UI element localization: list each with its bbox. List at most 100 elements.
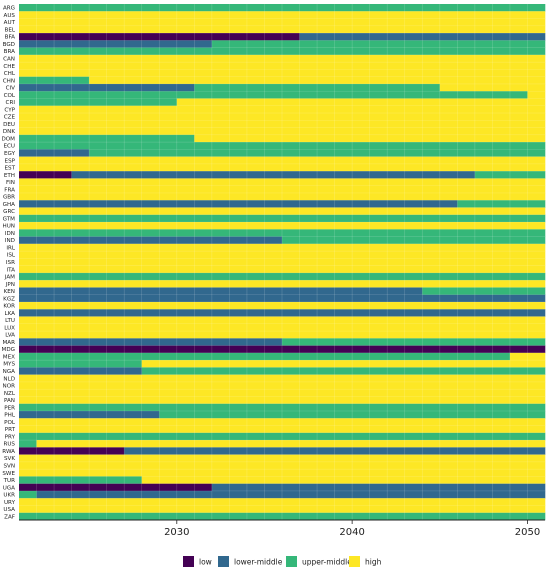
cell-mar-1 (282, 338, 546, 346)
y-label-ind: IND (5, 238, 15, 244)
cell-gbr-0 (19, 192, 546, 201)
cell-per-0 (19, 403, 546, 412)
y-label-tur: TUR (3, 478, 16, 484)
cell-ltu-0 (19, 316, 546, 325)
cell-can-0 (19, 54, 546, 63)
cell-nga-1 (141, 367, 546, 375)
y-label-cyp: CYP (4, 107, 15, 113)
y-label-aut: AUT (4, 20, 16, 26)
cell-hun-0 (19, 222, 546, 230)
y-label-mys: MYS (3, 362, 15, 368)
cell-dom-1 (194, 134, 546, 143)
y-label-nor: NOR (3, 384, 16, 390)
cell-mys-0 (19, 360, 143, 368)
y-label-mar: MAR (2, 340, 15, 346)
y-label-ury: URY (4, 500, 16, 506)
y-label-mex: MEX (3, 354, 15, 360)
cell-cri-0 (19, 98, 178, 107)
y-label-chn: CHN (3, 78, 15, 84)
cell-phl-1 (159, 410, 546, 419)
cell-arg-0 (19, 4, 546, 12)
legend-swatch-high (349, 556, 360, 567)
legend-swatch-low (183, 556, 194, 567)
cell-swe-0 (19, 469, 546, 477)
y-label-fin: FIN (6, 180, 15, 186)
x-axis: 2030 2040 2050 (19, 519, 545, 538)
y-label-can: CAN (3, 57, 15, 63)
y-label-kgz: KGZ (3, 296, 15, 302)
y-label-prt: PRT (5, 427, 16, 433)
y-label-bgd: BGD (3, 42, 15, 48)
y-label-idn: IDN (5, 231, 15, 237)
cell-egy-0 (19, 149, 90, 157)
y-label-nzl: NZL (4, 391, 16, 397)
y-label-ltu: LTU (5, 318, 15, 324)
cell-phl-0 (19, 410, 160, 419)
cell-pan-0 (19, 396, 546, 405)
cell-kgz-0 (19, 294, 546, 303)
cell-bgd-0 (19, 40, 213, 48)
cell-bfa-0 (19, 33, 300, 41)
cell-idn-0 (19, 229, 546, 237)
y-label-gtm: GTM (3, 216, 16, 222)
y-label-usa: USA (3, 507, 15, 513)
y-label-svn: SVN (3, 463, 15, 469)
y-label-egy: EGY (4, 151, 16, 157)
cell-aut-0 (19, 18, 546, 27)
cell-grc-0 (19, 207, 546, 216)
legend-label-upper-middle: upper-middle (302, 558, 352, 567)
cell-tur-1 (141, 476, 546, 484)
cell-dom-0 (19, 134, 195, 143)
cell-svn-0 (19, 461, 546, 470)
y-label-per: PER (4, 405, 15, 411)
x-tick-label-2040: 2040 (339, 527, 364, 538)
cell-usa-0 (19, 505, 546, 514)
y-label-col: COL (4, 93, 16, 99)
y-label-deu: DEU (3, 122, 15, 128)
cell-cri-1 (176, 98, 546, 107)
cell-civ-2 (439, 83, 546, 92)
cell-rwa-0 (19, 447, 125, 455)
legend-swatch-lower-middle (218, 556, 229, 567)
cell-civ-1 (194, 83, 441, 92)
cell-dnk-0 (19, 127, 546, 136)
cell-fra-0 (19, 185, 546, 194)
cell-eth-0 (19, 171, 72, 179)
y-label-swe: SWE (2, 471, 15, 477)
y-label-isl: ISL (7, 253, 16, 259)
cell-bel-0 (19, 25, 546, 34)
cell-uga-0 (19, 483, 213, 492)
y-label-pan: PAN (4, 398, 15, 404)
legend-swatch-upper-middle (286, 556, 297, 567)
y-label-zaf: ZAF (4, 514, 15, 520)
cell-svk-0 (19, 454, 546, 463)
cell-prt-0 (19, 425, 546, 434)
cell-nzl-0 (19, 389, 546, 397)
y-label-cze: CZE (4, 115, 16, 121)
cell-irl-0 (19, 243, 546, 252)
cell-deu-0 (19, 120, 546, 128)
y-label-ita: ITA (7, 267, 16, 273)
y-label-lux: LUX (4, 325, 15, 331)
y-label-gha: GHA (3, 202, 16, 208)
y-label-ecu: ECU (3, 144, 15, 150)
cell-nld-0 (19, 374, 546, 383)
cell-cze-0 (19, 113, 546, 121)
y-label-aus: AUS (4, 13, 16, 19)
cell-mys-1 (141, 360, 546, 368)
cell-mar-0 (19, 338, 283, 346)
cell-mdg-0 (19, 345, 546, 354)
cell-kor-0 (19, 301, 546, 310)
cell-tur-0 (19, 476, 143, 484)
y-label-phl: PHL (4, 413, 16, 419)
cell-ind-1 (282, 236, 546, 245)
cell-rus-1 (36, 440, 546, 448)
y-label-kor: KOR (3, 304, 15, 310)
cell-chn-0 (19, 76, 90, 85)
legend-label-lower-middle: lower-middle (234, 558, 283, 567)
cell-aus-0 (19, 11, 546, 19)
cell-bra-0 (19, 47, 546, 56)
y-label-chl: CHL (4, 71, 16, 77)
y-label-nga: NGA (3, 369, 16, 375)
